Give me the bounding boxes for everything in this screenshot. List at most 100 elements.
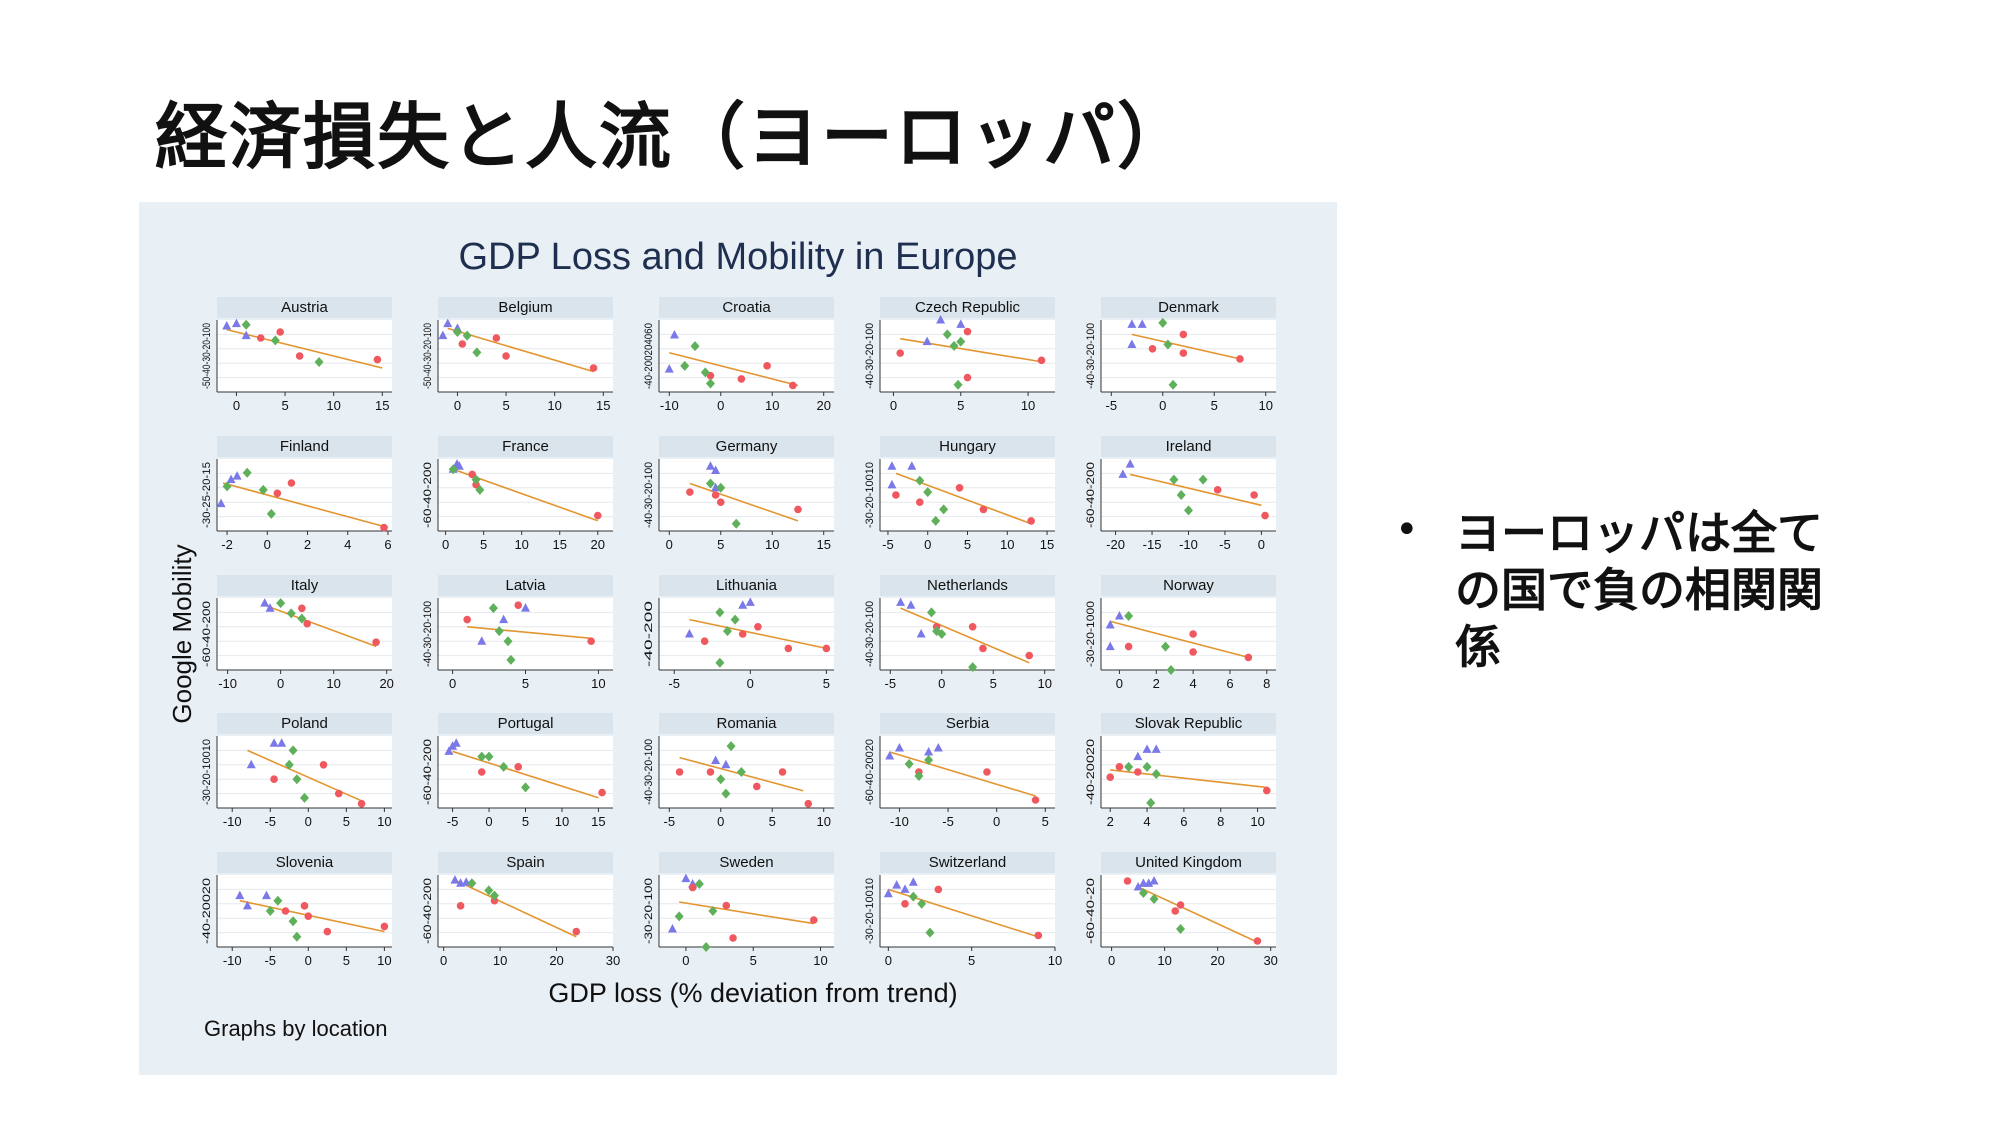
- triangle-marker: [1105, 641, 1115, 651]
- circle-marker: [1115, 763, 1124, 771]
- x-tick-label: -10: [218, 676, 237, 691]
- triangle-marker: [242, 900, 252, 910]
- fit-line: [689, 482, 799, 522]
- y-tick-labels: -40-30-20-100: [643, 739, 655, 805]
- x-tick-label: 5: [502, 398, 509, 413]
- panel-strip: [880, 436, 1055, 457]
- x-tick-label: -5: [1106, 398, 1118, 413]
- plot-area: [438, 320, 613, 392]
- circle-marker: [514, 763, 523, 771]
- x-tick-label: 30: [606, 953, 620, 968]
- diamond-marker: [1124, 761, 1134, 772]
- triangle-marker: [721, 759, 731, 769]
- y-tick-labels: -30-20-100: [643, 878, 655, 944]
- panel-label: France: [502, 438, 549, 455]
- diamond-marker: [452, 327, 462, 337]
- triangle-marker: [443, 318, 453, 328]
- x-tick-label: -10: [223, 814, 242, 829]
- triangle-marker: [916, 629, 926, 638]
- triangle-marker: [894, 743, 904, 752]
- diamond-marker: [471, 474, 481, 485]
- triangle-marker: [246, 759, 256, 769]
- fit-line: [1131, 333, 1241, 360]
- x-tick-label: 15: [553, 537, 567, 552]
- panel-slovak-republic: Slovak Republic 2 4 6 8 10 -40-20020: [1085, 713, 1276, 829]
- circle-marker: [593, 511, 602, 520]
- panel-label: Portugal: [498, 715, 554, 732]
- x-tick-label: 10: [326, 398, 340, 413]
- panel-strip: [217, 852, 392, 873]
- circle-marker: [373, 355, 382, 364]
- panel-norway: Norway 0 2 4 6 8 -30-20-1000: [1085, 575, 1276, 691]
- x-tick-label: -5: [447, 814, 459, 829]
- circle-marker: [804, 799, 813, 808]
- panel-label: Hungary: [939, 438, 996, 455]
- fit-line: [1129, 473, 1262, 507]
- fit-line: [454, 879, 577, 938]
- y-tick-labels: -40-30-20-100: [1085, 323, 1097, 389]
- plot-area: [659, 459, 834, 531]
- x-tick-label: 5: [522, 676, 529, 691]
- diamond-marker: [484, 751, 494, 762]
- plot-area: [880, 598, 1055, 670]
- y-tick-labels: -60-40-200: [422, 878, 434, 944]
- triangle-marker: [499, 614, 509, 624]
- diamond-marker: [956, 336, 966, 347]
- triangle-marker: [1125, 459, 1135, 468]
- plot-area: [438, 875, 613, 947]
- x-tick-label: 5: [717, 537, 724, 552]
- y-tick-labels: -60-40-200: [422, 462, 434, 528]
- diamond-marker: [1184, 505, 1193, 516]
- y-tick-labels: -50-40-30-20-100: [422, 323, 434, 389]
- panel-strip: [659, 297, 834, 318]
- diamond-marker: [1176, 490, 1186, 500]
- x-tick-label: -5: [882, 537, 894, 552]
- diamond-marker: [915, 475, 925, 486]
- circle-marker: [319, 761, 328, 769]
- x-tick-label: 10: [1021, 398, 1035, 413]
- triangle-marker: [260, 598, 270, 607]
- circle-marker: [1134, 768, 1142, 776]
- x-tick-label: -10: [1179, 537, 1198, 552]
- diamond-marker: [931, 515, 941, 526]
- circle-marker: [598, 788, 606, 797]
- x-tick-label: 20: [816, 398, 830, 413]
- y-tick-labels: -30-25-20-15: [201, 462, 213, 528]
- x-tick-label: 5: [990, 676, 997, 691]
- x-tick-label: 6: [1226, 676, 1233, 691]
- fit-line: [247, 749, 362, 802]
- plot-area: [880, 459, 1055, 531]
- plot-area: [880, 875, 1055, 947]
- panel-strip: [880, 297, 1055, 318]
- circle-marker: [700, 637, 709, 645]
- diamond-marker: [917, 898, 927, 909]
- diamond-marker: [521, 782, 530, 793]
- fit-line: [226, 328, 383, 369]
- panel-finland: Finland -2 0 2 4 6 -30-25-20-15: [201, 436, 392, 552]
- panel-label: Norway: [1163, 577, 1214, 594]
- circle-marker: [273, 489, 282, 498]
- panel-strip: [217, 713, 392, 734]
- circle-marker: [334, 789, 343, 798]
- panel-label: Belgium: [498, 299, 552, 316]
- circle-marker: [1189, 630, 1197, 638]
- diamond-marker: [721, 788, 731, 799]
- diamond-marker: [680, 360, 690, 371]
- circle-marker: [1244, 653, 1253, 662]
- y-axis-label: Google Mobility: [167, 544, 197, 723]
- x-tick-label: -5: [264, 814, 276, 829]
- panel-croatia: Croatia -10 0 10 20 -40-200204060: [643, 297, 834, 413]
- triangle-marker: [892, 880, 902, 889]
- panel-serbia: Serbia -10 -5 0 5 -60-40-20020: [864, 713, 1055, 829]
- fit-line: [900, 607, 1030, 664]
- x-tick-label: 0: [264, 537, 271, 552]
- y-tick-labels: -60-40-200: [201, 601, 213, 667]
- y-tick-labels: -60-40-200: [422, 739, 434, 805]
- x-tick-label: 5: [343, 953, 350, 968]
- chart-title: GDP Loss and Mobility in Europe: [458, 236, 1017, 278]
- x-tick-label: 5: [1042, 814, 1049, 829]
- x-tick-label: 5: [522, 814, 529, 829]
- triangle-marker: [936, 315, 946, 324]
- panel-netherlands: Netherlands -5 0 5 10 -40-30-20-100: [864, 575, 1055, 691]
- fit-line: [452, 750, 599, 799]
